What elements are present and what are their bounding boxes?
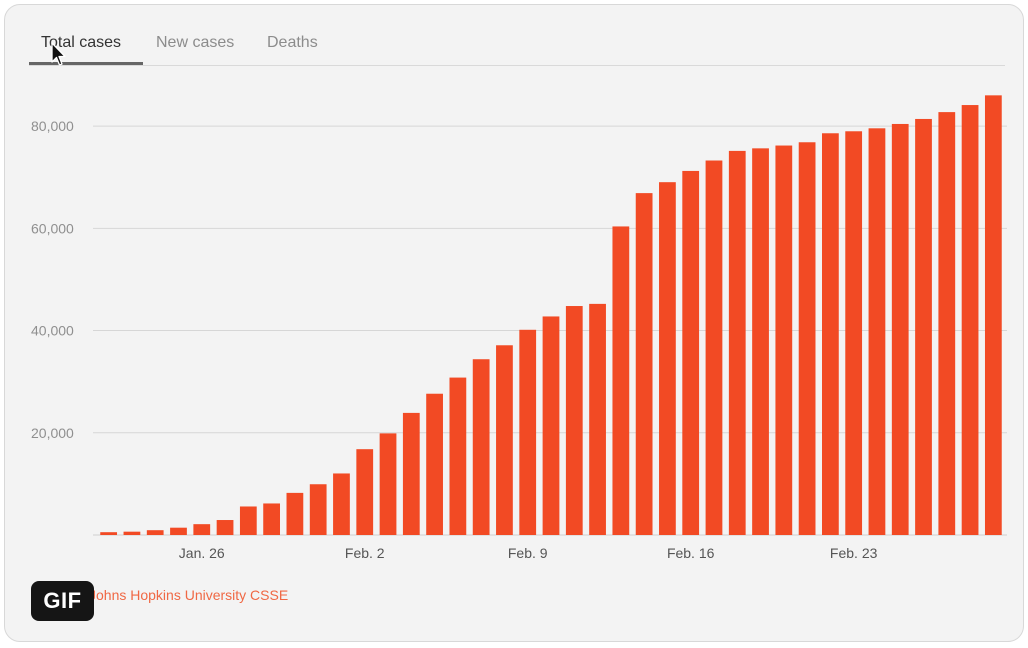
bar [961, 105, 979, 535]
bar [845, 131, 863, 536]
x-tick-label: Feb. 23 [830, 545, 878, 561]
bar [915, 118, 932, 535]
bar [239, 506, 257, 535]
bar [682, 170, 700, 536]
bar [216, 520, 234, 535]
bar [984, 95, 1002, 535]
chart-card: 20,000 40,000 60,000 80,000 Jan. 26 Feb. 2 Fe… [4, 4, 1024, 642]
bar [379, 433, 397, 535]
bar [519, 329, 537, 535]
bar [775, 145, 793, 536]
y-tick-label: 60,000 [31, 220, 74, 236]
bar [286, 492, 304, 535]
tab-new-cases[interactable]: New cases [156, 33, 234, 65]
gif-badge: GIF [31, 581, 94, 621]
bar [798, 142, 816, 536]
tab-total-cases[interactable]: Total cases [29, 33, 143, 65]
y-tick-label: 80,000 [31, 118, 74, 134]
bar [426, 393, 443, 535]
x-tick-label: Feb. 16 [667, 545, 715, 561]
tab-total-cases-label: Total cases [41, 34, 122, 51]
bar [309, 484, 327, 535]
y-tick-label: 40,000 [31, 323, 74, 339]
active-tab-indicator [29, 62, 143, 65]
bar [356, 449, 374, 535]
bar [728, 150, 746, 535]
bar [565, 306, 583, 535]
bar [822, 133, 839, 535]
bar [752, 148, 769, 535]
bar [659, 182, 676, 535]
bar [612, 226, 630, 536]
y-tick-label: 20,000 [31, 425, 74, 441]
bar [193, 524, 211, 535]
tab-bar: Total cases New cases Deaths [29, 25, 1005, 66]
bar [263, 503, 280, 535]
mouse-cursor-icon [51, 42, 66, 66]
bar [705, 160, 723, 535]
bar [333, 473, 350, 535]
y-axis-labels: 20,000 40,000 60,000 80,000 [31, 118, 74, 441]
bar [635, 193, 653, 535]
bar [472, 359, 490, 535]
bar [589, 303, 606, 535]
x-tick-label: Jan. 26 [179, 545, 225, 561]
tab-deaths-label: Deaths [267, 34, 318, 51]
bar [170, 527, 187, 535]
bars [100, 95, 1002, 536]
bar [402, 412, 420, 535]
x-axis-labels: Jan. 26 Feb. 2 Feb. 9 Feb. 16 Feb. 23 [179, 545, 878, 561]
bar [123, 531, 141, 535]
bar [496, 345, 513, 535]
bar [868, 128, 886, 535]
x-tick-label: Feb. 9 [508, 545, 548, 561]
tab-new-cases-label: New cases [156, 34, 235, 51]
bar [449, 377, 467, 535]
bar [146, 530, 164, 535]
bar [938, 112, 956, 536]
bar [891, 123, 909, 535]
source-attribution: Johns Hopkins University CSSE [89, 587, 289, 603]
x-tick-label: Feb. 2 [345, 545, 385, 561]
bar-chart: 20,000 40,000 60,000 80,000 Jan. 26 Feb. 2 Fe… [31, 95, 1007, 561]
bar [542, 316, 560, 535]
bar [100, 532, 118, 535]
tab-deaths[interactable]: Deaths [267, 33, 318, 65]
